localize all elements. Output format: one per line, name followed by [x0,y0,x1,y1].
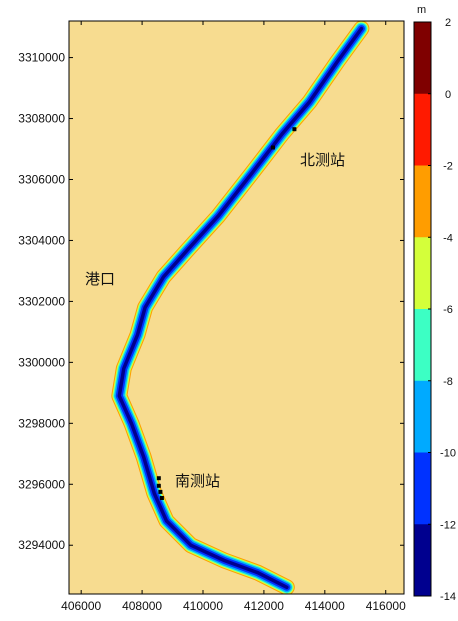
colorbar-tick-label: -8 [443,376,453,388]
colorbar-tick-label: -12 [440,519,456,531]
x-tick-label: 414000 [305,599,345,613]
colorbar-segment [414,237,431,310]
measurement-marker [156,483,161,488]
x-tick-label: 408000 [122,599,162,613]
measurement-marker [292,127,297,132]
colorbar-tick-label: 0 [445,89,451,101]
colorbar-tick-label: -2 [443,161,453,173]
measurement-marker [159,496,164,500]
y-tick-label: 3310000 [18,51,65,65]
plot-frame [68,20,405,595]
channel-layer [111,21,370,594]
measurement-marker [158,489,163,494]
port-label: 港口 [85,270,115,288]
colorbar-segment [414,93,431,166]
marker-layer [156,127,297,500]
colorbar-tick-label: 2 [445,17,451,29]
y-tick-label: 3304000 [18,233,65,247]
channel-band-7 [117,26,364,590]
y-tick-label: 3308000 [18,112,65,126]
colorbar-segment [414,22,431,95]
station-label-south: 南测站 [175,472,220,490]
x-tick-label: 416000 [366,599,406,613]
x-axis: 406000 408000 410000 412000 414000 416000 [61,21,406,613]
colorbar-unit-label: m [417,4,426,16]
y-tick-label: 3300000 [18,355,65,369]
colorbar-segment [414,452,431,525]
colorbar-segment [414,380,431,453]
measurement-marker [271,145,275,150]
y-tick-label: 3294000 [18,538,65,552]
colorbar-tick-label: -6 [443,304,453,316]
x-tick-label: 406000 [61,599,101,613]
y-tick-label: 3302000 [18,294,65,308]
x-tick-label: 412000 [244,599,284,613]
y-tick-label: 3298000 [18,416,65,430]
colorbar: 2 0 -2 -4 -6 -8 -10 -12 -14 [413,17,456,603]
station-label-north: 北测站 [300,151,345,169]
colorbar-segment [414,309,431,382]
plot-background [69,21,404,594]
colorbar-tick-label: -4 [443,232,453,244]
measurement-marker [156,476,161,481]
y-tick-label: 3296000 [18,477,65,491]
colorbar-tick-label: -10 [440,448,456,460]
y-axis: 3294000 3296000 3298000 3300000 3302000 33040… [18,51,404,552]
y-tick-label: 3306000 [18,172,65,186]
colorbar-tick-label: -14 [440,591,456,603]
colorbar-segment [414,165,431,238]
x-tick-label: 410000 [183,599,223,613]
colorbar-segment [414,524,431,597]
